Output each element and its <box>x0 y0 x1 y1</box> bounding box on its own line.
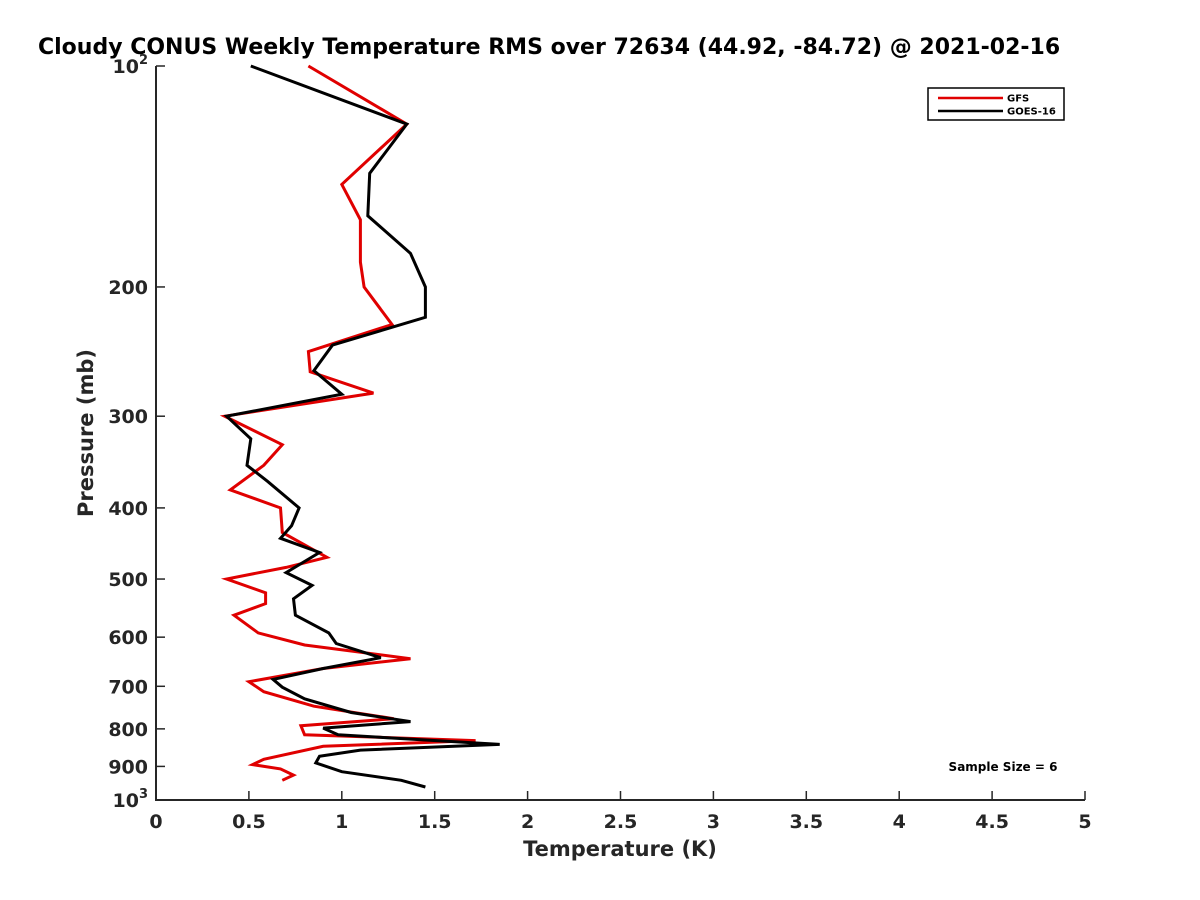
y-axis-label: Pressure (mb) <box>74 349 98 517</box>
y-tick-label: 300 <box>108 406 148 428</box>
x-tick-label: 1 <box>335 811 348 833</box>
y-tick-label: 200 <box>108 277 148 299</box>
x-tick-label: 3.5 <box>789 811 823 833</box>
y-tick-label: 102 <box>113 53 149 78</box>
x-axis: 0 0.5 1 1.5 2 2.5 3 3.5 4 4.5 5 <box>149 791 1092 833</box>
x-tick-label: 0.5 <box>232 811 266 833</box>
x-tick-label: 4.5 <box>975 811 1009 833</box>
legend-box <box>927 87 1065 121</box>
y-tick-base: 600 <box>108 627 148 649</box>
x-tick-label: 3 <box>707 811 720 833</box>
plot-area <box>156 66 1085 800</box>
y-tick-base: 10 <box>113 790 139 812</box>
x-tick-label: 5 <box>1078 811 1091 833</box>
series-layer <box>219 64 500 789</box>
y-tick-exponent: 2 <box>139 53 148 68</box>
y-tick-base: 900 <box>108 756 148 778</box>
y-tick-base: 700 <box>108 676 148 698</box>
x-tick-label: 2 <box>521 811 534 833</box>
x-tick-label: 1.5 <box>418 811 452 833</box>
y-tick-label: 400 <box>108 498 148 520</box>
x-tick-label: 4 <box>893 811 906 833</box>
sample-size-annotation: Sample Size = 6 <box>949 760 1058 774</box>
y-tick-base: 300 <box>108 406 148 428</box>
y-tick-label: 500 <box>108 569 148 591</box>
y-tick-exponent: 3 <box>139 787 148 802</box>
y-tick-base: 800 <box>108 719 148 741</box>
series-line-goes-16 <box>223 64 500 789</box>
y-tick-base: 400 <box>108 498 148 520</box>
y-tick-base: 200 <box>108 277 148 299</box>
chart-title: Cloudy CONUS Weekly Temperature RMS over… <box>38 35 1060 60</box>
y-tick-base: 10 <box>113 56 139 78</box>
y-tick-label: 600 <box>108 627 148 649</box>
legend-label: GOES-16 <box>1007 107 1056 118</box>
legend-label: GFS <box>1007 94 1029 105</box>
y-tick-label: 103 <box>113 787 149 812</box>
x-tick-label: 2.5 <box>604 811 638 833</box>
y-tick-label: 700 <box>108 676 148 698</box>
x-tick-label: 0 <box>149 811 162 833</box>
legend: GFS GOES-16 <box>927 87 1065 121</box>
y-tick-label: 800 <box>108 719 148 741</box>
x-axis-label: Temperature (K) <box>523 837 717 861</box>
y-tick-base: 500 <box>108 569 148 591</box>
y-tick-label: 900 <box>108 756 148 778</box>
